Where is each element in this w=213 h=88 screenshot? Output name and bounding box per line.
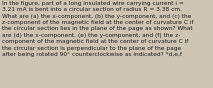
Text: In the figure, part of a long insulated wire carrying current i =
3.21 mA is ben: In the figure, part of a long insulated … xyxy=(2,1,194,57)
